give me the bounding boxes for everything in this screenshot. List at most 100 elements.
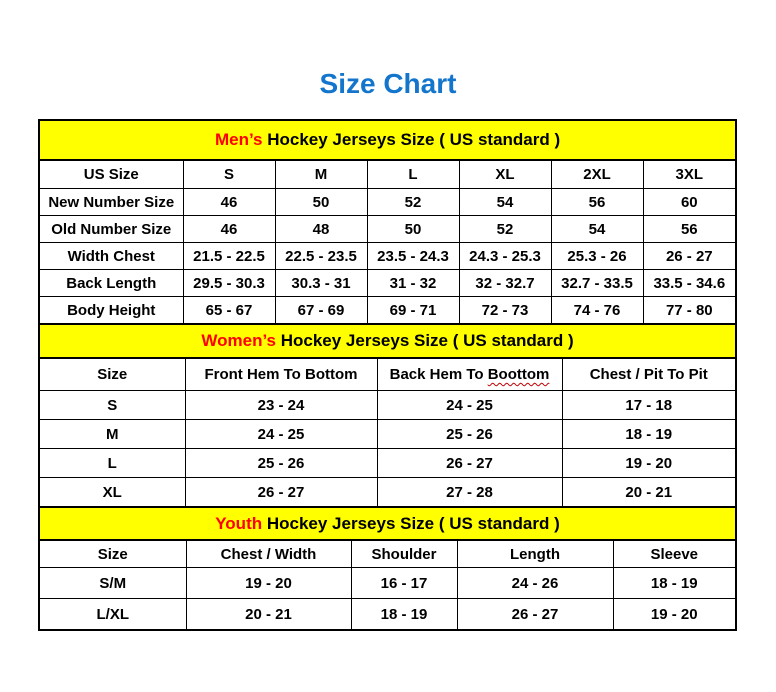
youth-section-title: Youth Hockey Jerseys Size ( US standard …	[38, 506, 737, 541]
cell: 33.5 - 34.6	[642, 269, 737, 297]
womens-size-table: Women’s Hockey Jerseys Size ( US standar…	[37, 323, 738, 508]
cell: 54	[458, 188, 552, 216]
table-row: S/M 19 - 20 16 - 17 24 - 26 18 - 19	[38, 567, 737, 599]
column-header: M	[274, 159, 368, 189]
cell: 50	[274, 188, 368, 216]
cell: 74 - 76	[550, 296, 644, 325]
column-header: Shoulder	[350, 539, 458, 568]
womens-column-header-row: Size Front Hem To Bottom Back Hem To Boo…	[38, 357, 737, 391]
column-header: XL	[458, 159, 552, 189]
cell: 77 - 80	[642, 296, 737, 325]
column-header: Length	[456, 539, 614, 568]
youth-section-title-rest: Hockey Jerseys Size ( US standard )	[262, 513, 560, 533]
cell: 27 - 28	[376, 477, 563, 508]
table-row: L/XL 20 - 21 18 - 19 26 - 27 19 - 20	[38, 598, 737, 631]
youth-size-table: Youth Hockey Jerseys Size ( US standard …	[38, 506, 737, 631]
cell: 25 - 26	[376, 419, 563, 449]
cell: 23.5 - 24.3	[366, 242, 460, 270]
womens-section-header: Women’s Hockey Jerseys Size ( US standar…	[37, 323, 738, 359]
cell: 32.7 - 33.5	[550, 269, 644, 297]
cell: 25.3 - 26	[550, 242, 644, 270]
cell: 24 - 25	[184, 419, 378, 449]
table-row: S 23 - 24 24 - 25 17 - 18	[38, 390, 737, 420]
column-header: Chest / Pit To Pit	[561, 357, 737, 391]
column-header: Chest / Width	[185, 539, 352, 568]
row-label: M	[38, 419, 186, 449]
cell: 20 - 21	[185, 598, 352, 631]
cell: 17 - 18	[561, 390, 737, 420]
mens-section-title: Men’s Hockey Jerseys Size ( US standard …	[37, 119, 738, 161]
table-row: L 25 - 26 26 - 27 19 - 20	[38, 448, 737, 478]
table-row: New Number Size 46 50 52 54 56 60	[38, 188, 737, 216]
cell: 65 - 67	[182, 296, 276, 325]
row-label: XL	[38, 477, 186, 508]
column-header: Size	[38, 539, 187, 568]
column-header: Front Hem To Bottom	[184, 357, 378, 391]
cell: 32 - 32.7	[458, 269, 552, 297]
cell: 26 - 27	[184, 477, 378, 508]
cell: 60	[642, 188, 737, 216]
cell: 31 - 32	[366, 269, 460, 297]
table-row: Body Height 65 - 67 67 - 69 69 - 71 72 -…	[38, 296, 737, 325]
cell: 56	[642, 215, 737, 243]
column-header: US Size	[38, 159, 184, 189]
cell: 19 - 20	[185, 567, 352, 599]
cell: 52	[458, 215, 552, 243]
cell: 18 - 19	[350, 598, 458, 631]
cell: 19 - 20	[561, 448, 737, 478]
row-label: S	[38, 390, 186, 420]
cell: 18 - 19	[612, 567, 737, 599]
womens-section-title-accent: Women’s	[201, 331, 276, 350]
cell: 22.5 - 23.5	[274, 242, 368, 270]
row-label: Body Height	[38, 296, 184, 325]
cell: 24 - 26	[456, 567, 614, 599]
cell: 48	[274, 215, 368, 243]
cell: 23 - 24	[184, 390, 378, 420]
cell: 19 - 20	[612, 598, 737, 631]
table-row: Width Chest 21.5 - 22.5 22.5 - 23.5 23.5…	[38, 242, 737, 270]
cell: 50	[366, 215, 460, 243]
youth-section-header: Youth Hockey Jerseys Size ( US standard …	[38, 506, 737, 541]
mens-column-header-row: US Size S M L XL 2XL 3XL	[38, 159, 737, 189]
page-title: Size Chart	[319, 68, 457, 99]
cell: 56	[550, 188, 644, 216]
mens-size-table: Men’s Hockey Jerseys Size ( US standard …	[37, 119, 738, 325]
mens-section-title-accent: Men’s	[214, 130, 263, 149]
cell: 21.5 - 22.5	[182, 242, 276, 270]
cell: 67 - 69	[274, 296, 368, 325]
cell: 26 - 27	[456, 598, 614, 631]
youth-section-title-accent: Youth	[215, 513, 263, 533]
row-label: Back Length	[38, 269, 184, 297]
cell: 72 - 73	[458, 296, 552, 325]
column-header: Size	[38, 357, 186, 391]
cell: 46	[182, 215, 276, 243]
mens-section-header: Men’s Hockey Jerseys Size ( US standard …	[37, 119, 738, 161]
womens-section-title: Women’s Hockey Jerseys Size ( US standar…	[37, 323, 738, 359]
row-label: Width Chest	[38, 242, 184, 270]
row-label: S/M	[38, 567, 187, 599]
row-label: L	[38, 448, 186, 478]
cell: 26 - 27	[376, 448, 563, 478]
cell: 26 - 27	[642, 242, 737, 270]
cell: 24 - 25	[376, 390, 563, 420]
youth-column-header-row: Size Chest / Width Shoulder Length Sleev…	[38, 539, 737, 568]
cell: 16 - 17	[350, 567, 458, 599]
table-row: XL 26 - 27 27 - 28 20 - 21	[38, 477, 737, 508]
cell: 24.3 - 25.3	[458, 242, 552, 270]
cell: 18 - 19	[561, 419, 737, 449]
row-label: New Number Size	[38, 188, 184, 216]
cell: 52	[366, 188, 460, 216]
womens-section-title-rest: Hockey Jerseys Size ( US standard )	[276, 331, 574, 350]
cell: 30.3 - 31	[274, 269, 368, 297]
cell: 25 - 26	[184, 448, 378, 478]
size-chart-tables: Men’s Hockey Jerseys Size ( US standard …	[37, 119, 738, 631]
column-header-prefix: Back Hem To	[389, 366, 484, 383]
cell: 46	[182, 188, 276, 216]
table-row: Back Length 29.5 - 30.3 30.3 - 31 31 - 3…	[38, 269, 737, 297]
column-header: S	[182, 159, 276, 189]
table-row: M 24 - 25 25 - 26 18 - 19	[38, 419, 737, 449]
column-header: 3XL	[642, 159, 737, 189]
column-header: 2XL	[550, 159, 644, 189]
cell: 69 - 71	[366, 296, 460, 325]
cell: 20 - 21	[561, 477, 737, 508]
